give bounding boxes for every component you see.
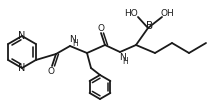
Text: O: O [47,66,55,76]
Text: O: O [97,24,105,33]
Text: OH: OH [160,8,174,18]
Text: N: N [18,31,26,41]
Text: HO: HO [124,8,138,18]
Text: N: N [69,34,75,44]
Text: N: N [18,63,26,73]
Text: N: N [119,53,125,62]
Text: H: H [72,39,78,48]
Text: H: H [122,56,128,65]
Text: B: B [146,21,154,31]
